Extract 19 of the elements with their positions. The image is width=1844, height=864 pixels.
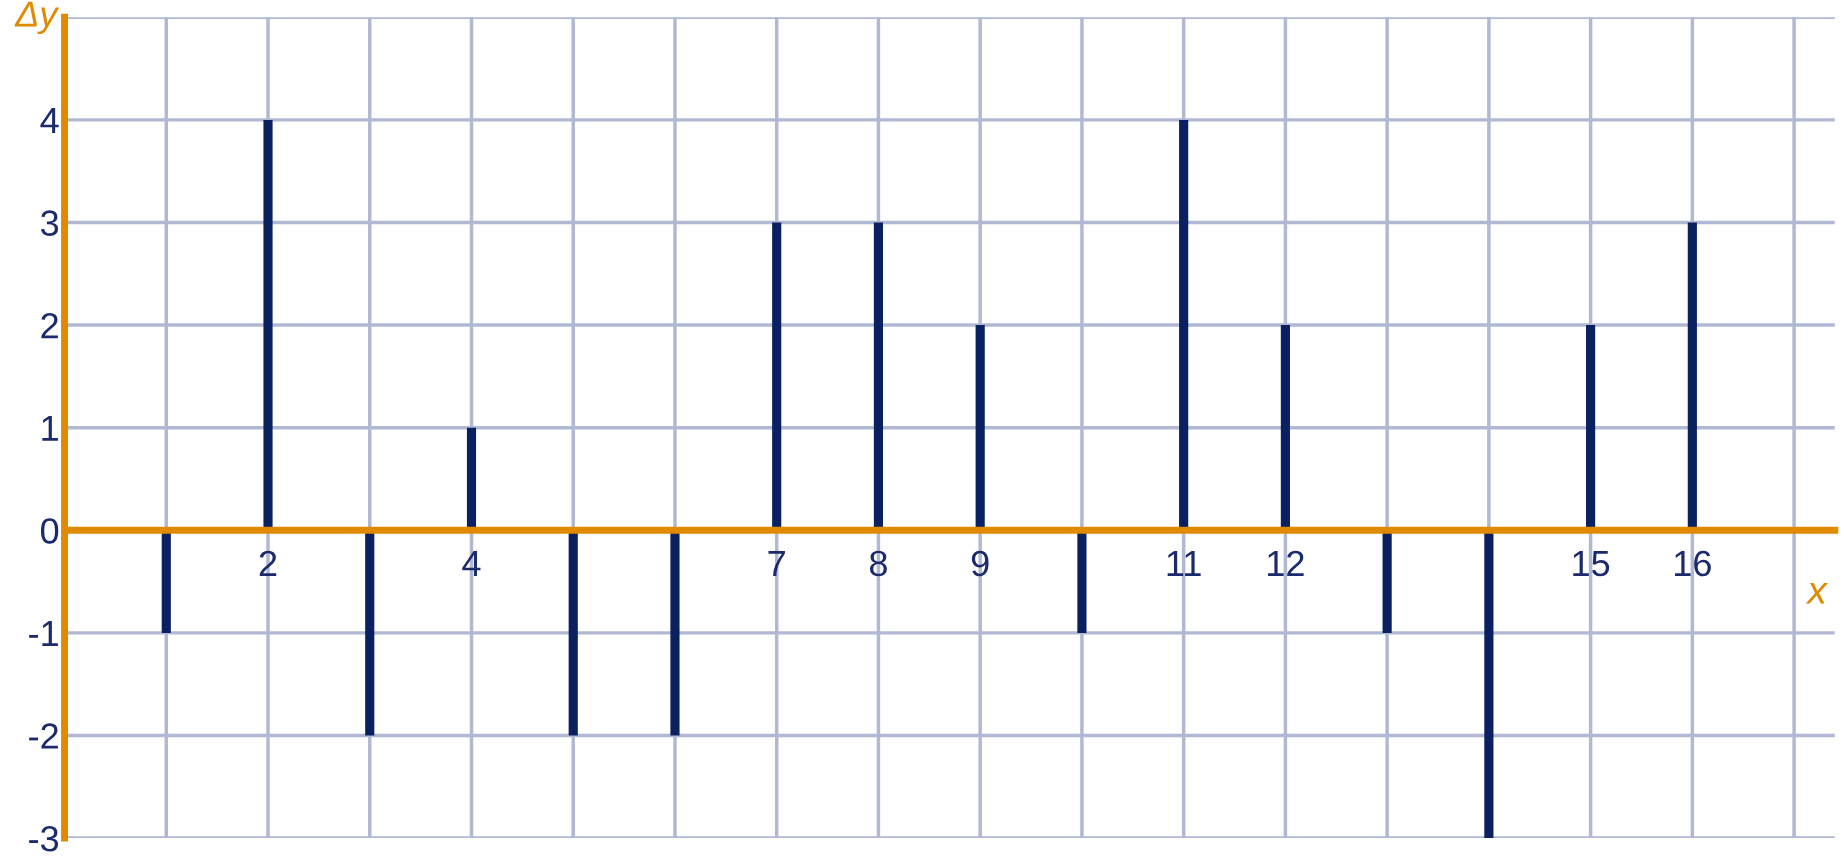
y-tick-label: -2 bbox=[29, 723, 58, 749]
y-tick-label: 3 bbox=[40, 210, 59, 236]
x-tick-label: 2 bbox=[259, 550, 277, 576]
x-tick-label: 12 bbox=[1268, 550, 1304, 576]
x-tick-label: 15 bbox=[1573, 551, 1610, 577]
x-tick-label: 16 bbox=[1675, 550, 1711, 577]
y-tick-label: 4 bbox=[40, 108, 59, 133]
x-tick-label: 8 bbox=[869, 550, 887, 577]
x-axis-title: x bbox=[1805, 583, 1828, 604]
y-tick-label: 2 bbox=[41, 312, 58, 339]
x-tick-label: 9 bbox=[971, 550, 989, 577]
y-axis-title: Δy bbox=[14, 1, 60, 35]
y-tick-label: -1 bbox=[29, 621, 58, 646]
y-tick-label: -3 bbox=[29, 825, 59, 852]
y-tick-label: 1 bbox=[42, 415, 58, 441]
x-tick-label: 4 bbox=[462, 551, 481, 576]
x-tick-label: 11 bbox=[1167, 551, 1201, 576]
y-tick-label: 0 bbox=[41, 518, 59, 544]
x-tick-label: 7 bbox=[768, 551, 785, 576]
